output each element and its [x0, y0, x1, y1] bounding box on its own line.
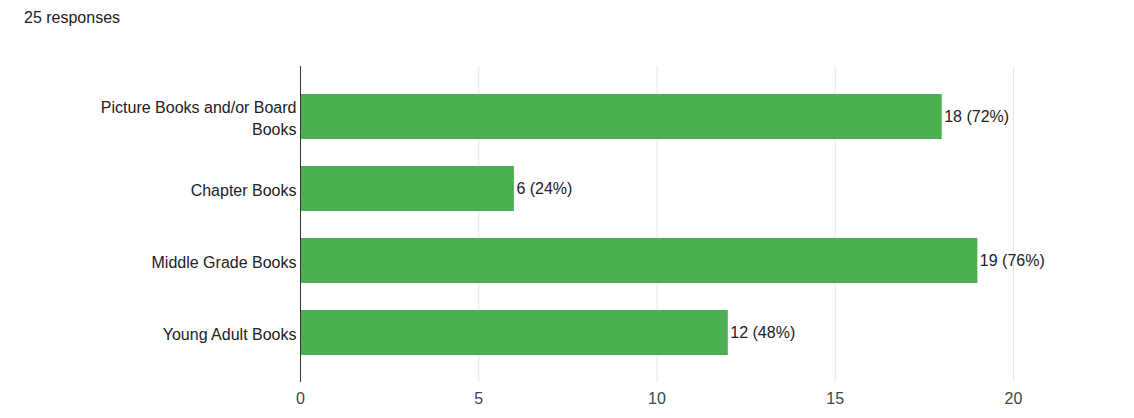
svg-text:Chapter Books: Chapter Books — [191, 182, 297, 199]
svg-text:18 (72%): 18 (72%) — [944, 108, 1009, 125]
html-text:25 responses: 25 responses — [24, 9, 121, 26]
svg-text:0: 0 — [296, 390, 305, 407]
svg-text:20: 20 — [1005, 390, 1023, 407]
svg-text:6 (24%): 6 (24%) — [516, 180, 572, 197]
svg-text:15: 15 — [826, 390, 844, 407]
svg-text:Picture Books and/or BoardBook: Picture Books and/or BoardBooks — [101, 99, 297, 138]
svg-text:10: 10 — [648, 390, 666, 407]
svg-text:19 (76%): 19 (76%) — [980, 252, 1045, 269]
svg-text:12 (48%): 12 (48%) — [730, 324, 795, 341]
svg-text:Middle Grade Books: Middle Grade Books — [152, 254, 297, 271]
svg-text:5: 5 — [474, 390, 483, 407]
svg-text:Young Adult Books: Young Adult Books — [163, 326, 297, 343]
